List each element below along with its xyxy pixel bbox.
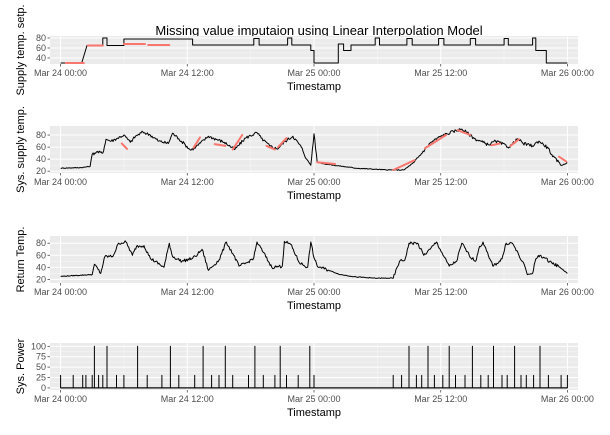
x-tick-label: Mar 24 00:00 — [34, 68, 87, 78]
y-axis-title: Sys. Power — [15, 338, 27, 394]
x-tick-label: Mar 26 00:00 — [541, 394, 594, 404]
x-tick-label: Mar 24 00:00 — [34, 177, 87, 187]
imputed-segment — [423, 134, 447, 150]
x-tick-label: Mar 25 12:00 — [414, 394, 467, 404]
x-tick-label: Mar 24 12:00 — [161, 287, 214, 297]
x-axis-title: Timestamp — [287, 81, 341, 93]
imputed-segment — [456, 129, 472, 136]
y-tick-label: 80 — [36, 130, 46, 140]
x-tick-label: Mar 25 00:00 — [287, 68, 340, 78]
x-tick-label: Mar 25 12:00 — [414, 287, 467, 297]
y-axis-title: Sys. supply temp. — [15, 106, 27, 193]
chart-title: Missing value imputaion using Linear Int… — [155, 23, 482, 38]
x-tick-label: Mar 24 12:00 — [161, 177, 214, 187]
x-tick-label: Mar 26 00:00 — [541, 68, 594, 78]
y-tick-label: 80 — [36, 33, 46, 43]
x-tick-label: Mar 25 12:00 — [414, 68, 467, 78]
y-tick-label: 20 — [36, 166, 46, 176]
panel-3: 20 40 60 80 Mar 24 00:00 Mar 24 12:00 Mar 25 0… — [15, 227, 594, 312]
y-axis-title: Return Temp. — [15, 227, 27, 293]
x-tick-label: Mar 26 00:00 — [541, 177, 594, 187]
x-axis-title: Timestamp — [287, 300, 341, 312]
y-tick-label: 0 — [41, 383, 46, 393]
y-axis-title: Supply temp. setp. — [15, 4, 27, 95]
x-tick-label: Mar 26 00:00 — [541, 287, 594, 297]
y-tick-label: 60 — [36, 142, 46, 152]
imputed-segment — [392, 159, 416, 171]
imputed-segment — [213, 143, 227, 147]
y-tick-label: 20 — [36, 274, 46, 284]
x-tick-label: Mar 25 12:00 — [414, 177, 467, 187]
y-tick-label: 40 — [36, 154, 46, 164]
imputed-segment — [490, 142, 501, 147]
x-tick-label: Mar 25 00:00 — [287, 287, 340, 297]
x-axis-title: Timestamp — [287, 190, 341, 202]
y-tick-label: 100 — [31, 341, 46, 351]
imputed-segment — [316, 161, 337, 165]
imputed-segment — [265, 144, 276, 151]
y-tick-label: 40 — [36, 53, 46, 63]
y-tick-label: 50 — [36, 362, 46, 372]
observed-series-line — [60, 345, 568, 389]
imputed-segment — [558, 155, 568, 163]
x-tick-label: Mar 24 12:00 — [161, 394, 214, 404]
observed-series-line — [60, 128, 568, 171]
y-tick-label: 60 — [36, 250, 46, 260]
panel-2: 20 40 60 80 Mar 24 00:00 Mar 24 12:00 Mar 25 0… — [15, 106, 594, 202]
observed-series-line — [60, 240, 568, 279]
x-tick-label: Mar 24 00:00 — [34, 287, 87, 297]
x-tick-label: Mar 25 00:00 — [287, 177, 340, 187]
imputed-segment — [277, 137, 288, 149]
x-tick-label: Mar 24 12:00 — [161, 68, 214, 78]
imputed-segment — [231, 134, 244, 151]
x-tick-label: Mar 25 00:00 — [287, 394, 340, 404]
y-tick-label: 75 — [36, 352, 46, 362]
y-tick-label: 60 — [36, 43, 46, 53]
imputed-segment — [509, 138, 520, 147]
observed-series-line — [60, 37, 568, 64]
imputed-segment — [120, 142, 129, 150]
y-tick-label: 25 — [36, 373, 46, 383]
y-tick-label: 80 — [36, 238, 46, 248]
imputed-segment — [192, 136, 201, 149]
y-tick-label: 40 — [36, 262, 46, 272]
x-axis-title: Timestamp — [287, 407, 341, 419]
x-tick-label: Mar 24 00:00 — [34, 394, 87, 404]
